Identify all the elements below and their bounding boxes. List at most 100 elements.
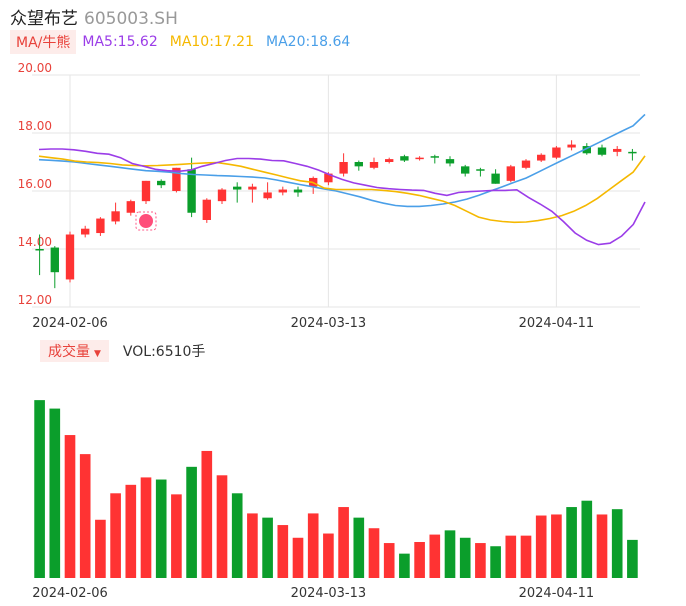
volume-selector-tag[interactable]: 成交量 ▼ bbox=[40, 340, 109, 362]
ma-selector-tag[interactable]: MA/牛熊 bbox=[10, 30, 77, 54]
candle-body bbox=[628, 151, 637, 154]
candle bbox=[278, 186, 287, 196]
candle-body bbox=[248, 186, 257, 190]
candle bbox=[217, 188, 227, 205]
candle-body bbox=[324, 173, 333, 183]
candle-body bbox=[278, 189, 287, 193]
candle bbox=[339, 153, 348, 177]
volume-bar bbox=[110, 493, 121, 578]
volume-bar bbox=[551, 514, 562, 578]
volume-bar bbox=[231, 493, 243, 578]
price-date-label: 2024-04-11 bbox=[519, 316, 595, 331]
candle bbox=[415, 156, 424, 161]
volume-bar bbox=[34, 400, 45, 578]
volume-bar bbox=[520, 535, 532, 578]
volume-bar bbox=[49, 408, 61, 578]
candle-body bbox=[521, 160, 531, 168]
volume-bar bbox=[627, 539, 638, 578]
volume-bar bbox=[535, 515, 547, 578]
volume-tag-label: 成交量 bbox=[48, 344, 90, 360]
ma20-line bbox=[38, 113, 646, 208]
ma20-label: MA20:18.64 bbox=[266, 34, 351, 50]
candle-body bbox=[445, 159, 455, 164]
volume-bar bbox=[277, 525, 289, 578]
candle-body bbox=[157, 180, 166, 186]
candle-body bbox=[461, 166, 470, 174]
candle-body bbox=[385, 159, 394, 162]
volume-bar bbox=[399, 553, 410, 578]
candle-body bbox=[35, 249, 44, 251]
ma-legend: MA/牛熊 MA5:15.62 MA10:17.21 MA20:18.64 bbox=[10, 30, 362, 54]
candle-body bbox=[400, 156, 409, 161]
candle-body bbox=[293, 189, 303, 193]
candle-body bbox=[187, 169, 196, 213]
price-tick-label: 20.00 bbox=[18, 61, 52, 75]
candle-body bbox=[582, 146, 591, 154]
volume-bar bbox=[216, 475, 228, 578]
candle bbox=[202, 198, 211, 223]
candle-body bbox=[613, 148, 622, 152]
candle bbox=[81, 225, 90, 238]
volume-bar bbox=[201, 450, 213, 578]
candle bbox=[613, 146, 622, 157]
volume-bar bbox=[79, 454, 91, 578]
bull-marker-frame bbox=[135, 211, 157, 231]
volume-bar bbox=[459, 537, 471, 578]
volume-bar bbox=[155, 479, 167, 578]
candle bbox=[537, 153, 546, 162]
candle-body bbox=[202, 199, 211, 220]
volume-bar bbox=[323, 533, 334, 578]
volume-date-label: 2024-04-11 bbox=[519, 586, 595, 601]
candle-body bbox=[65, 234, 75, 280]
volume-bar bbox=[475, 543, 486, 578]
bull-marker-dot bbox=[139, 214, 153, 228]
volume-bar bbox=[566, 507, 577, 578]
ma5-label: MA5:15.62 bbox=[82, 34, 158, 50]
candle-body bbox=[172, 167, 181, 191]
candle bbox=[385, 157, 394, 164]
candle bbox=[157, 179, 166, 189]
volume-date-label: 2024-03-13 bbox=[291, 586, 367, 601]
candle bbox=[248, 183, 257, 203]
candle bbox=[354, 160, 363, 171]
volume-bar bbox=[95, 519, 106, 578]
volume-value-label: VOL:6510手 bbox=[122, 344, 206, 360]
candle-body bbox=[81, 228, 90, 235]
bull-marker-icon bbox=[135, 211, 157, 231]
volume-date-label: 2024-02-06 bbox=[32, 586, 108, 601]
candle bbox=[111, 202, 120, 225]
candle-body bbox=[567, 144, 576, 148]
candle bbox=[187, 157, 196, 218]
volume-bar bbox=[140, 477, 152, 578]
volume-bar bbox=[444, 530, 456, 578]
candle bbox=[126, 199, 135, 216]
candle-body bbox=[597, 147, 607, 155]
candle bbox=[491, 169, 500, 184]
volume-bar bbox=[247, 513, 258, 578]
price-tick-label: 18.00 bbox=[18, 119, 52, 133]
volume-bar bbox=[307, 513, 319, 578]
candle-body bbox=[217, 189, 227, 202]
candle-body bbox=[141, 180, 151, 202]
candle-body bbox=[50, 247, 59, 273]
candle-body bbox=[369, 162, 379, 168]
candle-body bbox=[476, 169, 485, 171]
candle-body bbox=[537, 154, 546, 161]
candle bbox=[476, 167, 485, 177]
stock-name: 众望布艺 bbox=[10, 9, 78, 29]
ma5-line bbox=[38, 148, 646, 246]
candle bbox=[233, 182, 242, 203]
candle-body bbox=[552, 147, 561, 158]
volume-bar bbox=[414, 542, 425, 578]
price-tick-label: 14.00 bbox=[18, 235, 52, 249]
candle-body bbox=[233, 186, 242, 190]
candle bbox=[521, 159, 531, 170]
candle bbox=[628, 148, 637, 161]
volume-bar bbox=[429, 534, 441, 578]
volume-bar bbox=[171, 494, 182, 578]
volume-bar bbox=[581, 500, 593, 578]
candle bbox=[35, 234, 44, 276]
stock-title: 众望布艺 605003.SH bbox=[10, 4, 178, 29]
volume-bar bbox=[353, 517, 365, 578]
